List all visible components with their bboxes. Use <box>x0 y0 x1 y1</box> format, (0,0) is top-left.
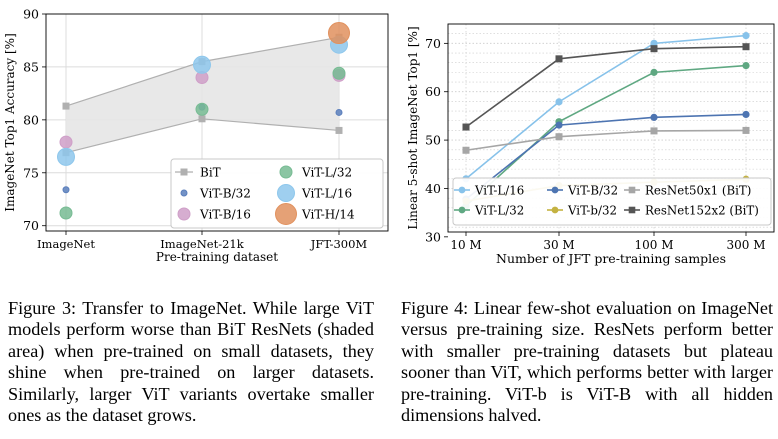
figure3-caption: Figure 3: Transfer to ImageNet. While la… <box>8 298 374 426</box>
legend: ViT-L/16 ViT-L/32 ViT-B/32 ViT-b/32 ResNet50… <box>452 177 772 226</box>
line-vit-l-16 <box>465 34 747 180</box>
legend-marker <box>628 186 636 194</box>
y-tick-label: 60 <box>425 84 441 99</box>
legend-label-resnet50x1-bit: ResNet50x1 (BiT) <box>645 183 751 197</box>
point-resnet152x2-bit <box>462 123 470 131</box>
point-resnet152x2-bit <box>650 45 658 53</box>
legend-marker <box>277 184 295 202</box>
point-resnet50x1-bit <box>650 127 658 135</box>
bit-marker <box>198 115 206 123</box>
point-vit-l-32 <box>195 102 209 116</box>
legend: BiT ViT-B/32 ViT-B/16 ViT-L/32 ViT-L/16 ViT-H… <box>170 158 384 229</box>
legend-label-vit-b-16: ViT-B/16 <box>199 208 251 222</box>
legend-marker <box>180 168 188 176</box>
legend-label-vit-l-16: ViT-L/16 <box>474 183 524 197</box>
point-vit-h-14 <box>328 22 350 45</box>
plot-frame <box>45 13 389 232</box>
legend-label-vit-b-32: ViT-B/32 <box>199 187 251 201</box>
legend-marker <box>177 207 191 221</box>
y-tick-label: 85 <box>23 59 39 74</box>
point-vit-b-32 <box>335 108 343 116</box>
point-resnet50x1-bit <box>555 133 563 141</box>
bit-marker <box>62 102 70 110</box>
legend-box <box>170 158 384 229</box>
y-tick-label: 50 <box>425 133 441 148</box>
point-resnet152x2-bit <box>742 43 750 51</box>
y-axis-label: Linear 5-shot ImageNet Top1 [%] <box>406 26 420 229</box>
point-vit-b-16 <box>59 135 73 149</box>
x-tick-label: 300 M <box>726 238 765 252</box>
line-vit-b-32 <box>465 113 747 200</box>
point-resnet50x1-bit <box>742 126 750 134</box>
legend-label-vit-l-32: ViT-L/32 <box>301 166 352 180</box>
x-tick-label: 30 M <box>543 238 574 252</box>
point-vit-b-32 <box>62 186 70 194</box>
point-vit-l-16 <box>742 32 750 40</box>
y-tick-label: 70 <box>23 218 39 233</box>
legend-label-vit-b-32: ViT-B/32 <box>567 183 618 197</box>
y-tick-label: 80 <box>23 112 39 127</box>
point-vit-l-32 <box>742 62 750 70</box>
y-tick-label: 70 <box>425 36 441 51</box>
legend-label-vit-l-16: ViT-L/16 <box>301 187 352 201</box>
y-tick-label: 40 <box>425 181 441 196</box>
point-vit-l-32 <box>650 68 658 76</box>
bit-shaded-area <box>66 37 339 153</box>
point-vit-l-32 <box>332 66 346 80</box>
legend-label-vit-b-32: ViT-b/32 <box>567 203 617 217</box>
y-tick-label: 90 <box>23 7 39 22</box>
legend-marker <box>458 186 466 194</box>
x-tick-label: ImageNet <box>37 237 95 251</box>
legend-marker <box>628 206 636 214</box>
point-vit-b-32 <box>650 113 658 121</box>
legend-marker <box>180 189 188 197</box>
line-resnet152x2-bit <box>465 45 747 128</box>
point-vit-b-32 <box>742 110 750 119</box>
point-vit-l-16 <box>650 39 658 47</box>
legend-box <box>452 177 772 226</box>
x-tick-label: 100 M <box>634 238 673 252</box>
y-tick-label: 75 <box>23 165 39 180</box>
y-axis-label: ImageNet Top1 Accuracy [%] <box>3 33 17 212</box>
x-axis-label: Pre-training dataset <box>156 250 278 264</box>
legend-label-resnet152x2-bit: ResNet152x2 (BiT) <box>645 203 759 217</box>
x-tick-label: 10 M <box>450 238 481 252</box>
point-resnet50x1-bit <box>462 146 470 154</box>
figure3-chart: 70 75 80 85 90 ImageNet ImageNet-21k JFT-300M Pr… <box>3 7 389 264</box>
point-vit-l-16 <box>57 147 75 166</box>
figure4-caption: Figure 4: Linear few-shot evaluation on … <box>401 298 773 426</box>
legend-marker <box>275 203 297 225</box>
legend-marker <box>551 206 559 214</box>
plot-frame <box>447 23 775 233</box>
legend-label-bit: BiT <box>200 166 221 180</box>
point-vit-l-32 <box>59 206 73 220</box>
point-vit-l-16 <box>555 98 563 106</box>
legend-marker <box>551 186 559 194</box>
y-tick-label: 30 <box>425 229 441 244</box>
point-vit-l-16 <box>193 55 211 74</box>
x-tick-label: ImageNet-21k <box>160 237 244 251</box>
bit-marker <box>335 126 343 134</box>
point-vit-b-32 <box>555 121 563 129</box>
line-resnet50x1-bit <box>465 129 747 152</box>
legend-label-vit-h-14: ViT-H/14 <box>301 208 355 222</box>
legend-label-vit-l-32: ViT-L/32 <box>474 203 524 217</box>
legend-marker <box>458 206 466 214</box>
legend-marker <box>279 165 293 179</box>
x-axis-label: Number of JFT pre-training samples <box>496 251 726 266</box>
point-resnet152x2-bit <box>555 55 563 63</box>
line-vit-l-32 <box>465 64 747 207</box>
x-tick-label: JFT-300M <box>310 237 368 251</box>
